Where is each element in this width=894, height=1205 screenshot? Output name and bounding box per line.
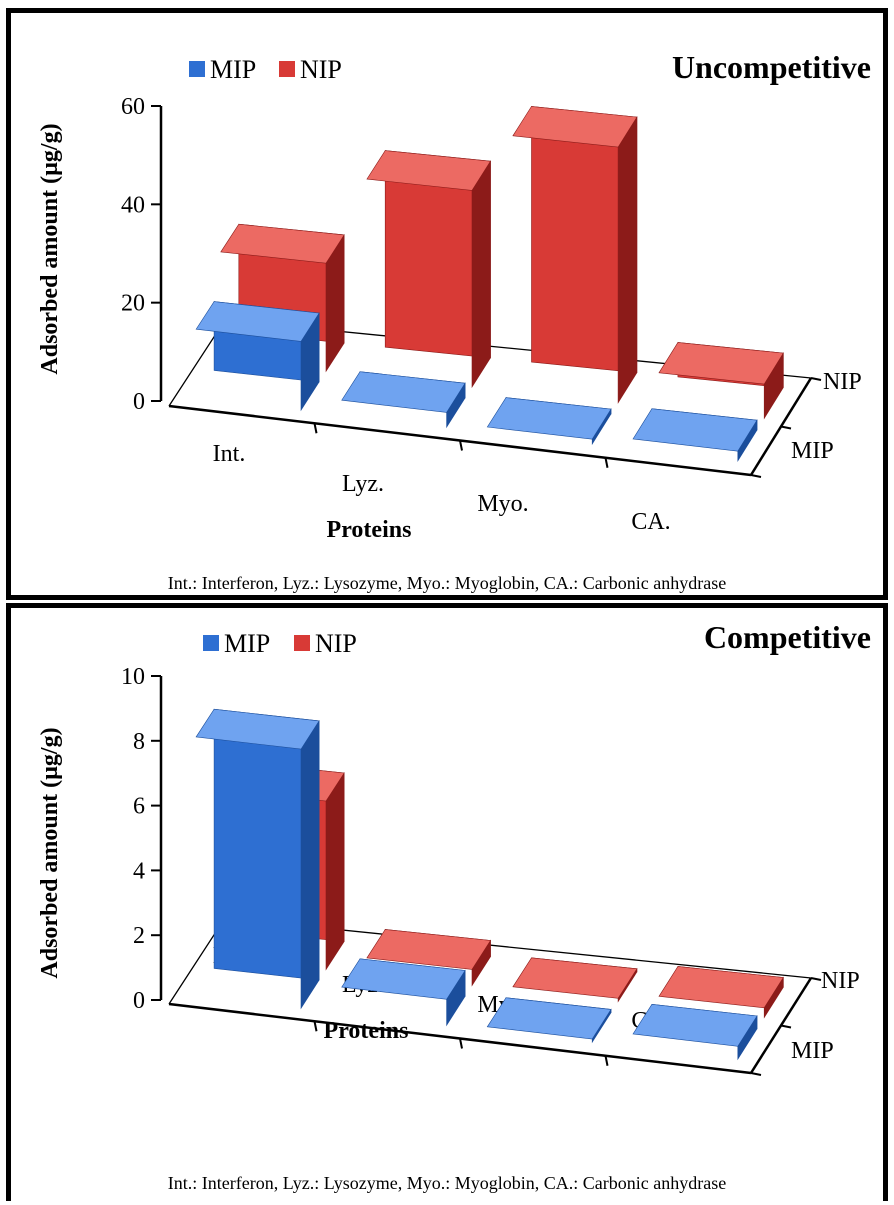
y-axis-label: Adsorbed amount (µg/g) [37, 727, 63, 978]
chart-svg-uncompetitive: Uncompetitive MIP NIP Adsorbed amount (µ… [37, 49, 871, 543]
y-tick-label: 8 [133, 729, 145, 755]
x-tick-mark [313, 423, 318, 434]
bar-mip [486, 397, 612, 446]
x-tick-mark [604, 1055, 609, 1066]
depth-axis-label: MIP [791, 438, 834, 464]
bar-nip [658, 342, 784, 420]
bar-mip [632, 408, 758, 463]
bar-mip [341, 371, 466, 429]
x-tick-mark [459, 1038, 463, 1049]
y-tick-label: 2 [133, 923, 145, 949]
legend-label-nip: NIP [315, 629, 357, 658]
plot-area: 0 20 40 60 Int. Lyz. Myo. CA. NIP MIP [121, 94, 862, 535]
y-tick-label: 20 [121, 291, 145, 317]
chart-svg-competitive: Competitive MIP NIP Adsorbed amount (µg/… [37, 619, 871, 1076]
chart-panel-uncompetitive: Uncompetitive MIP NIP Adsorbed amount (µ… [6, 8, 888, 600]
bar-nip [658, 966, 784, 1019]
y-axis-label: Adsorbed amount (µg/g) [37, 123, 63, 374]
bar-mip [632, 1003, 758, 1061]
x-category-label: Myo. [477, 491, 528, 517]
depth-tick-mark [780, 425, 792, 430]
legend-label-mip: MIP [224, 629, 270, 658]
depth-tick-mark [810, 977, 822, 981]
bar-mip [486, 997, 612, 1044]
y-tick-label: 0 [133, 988, 145, 1014]
chart-title: Uncompetitive [672, 49, 871, 85]
y-tick-label: 60 [121, 94, 145, 120]
depth-axis-label: NIP [821, 968, 860, 994]
x-category-label: CA. [631, 509, 670, 535]
chart-panel-competitive: Competitive MIP NIP Adsorbed amount (µg/… [6, 603, 888, 1201]
y-tick-label: 40 [121, 192, 145, 218]
chart-title: Competitive [704, 619, 871, 655]
x-tick-mark [459, 440, 463, 451]
bar-nip [512, 106, 638, 404]
y-tick-label: 4 [133, 858, 145, 884]
x-tick-mark [313, 1021, 318, 1032]
x-axis-label: Proteins [327, 517, 412, 543]
depth-axis-label: MIP [791, 1038, 834, 1064]
legend-swatch-nip [294, 635, 310, 651]
chart-caption: Int.: Interferon, Lyz.: Lysozyme, Myo.: … [167, 573, 727, 593]
depth-tick-mark [750, 1072, 762, 1076]
depth-tick-mark [750, 474, 762, 478]
legend-swatch-nip [279, 61, 295, 77]
bar-mip [195, 301, 320, 412]
legend-label-mip: MIP [210, 55, 256, 84]
x-category-label: Lyz. [342, 471, 384, 497]
y-tick-label: 10 [121, 664, 145, 690]
depth-tick-mark [810, 377, 822, 381]
chart-caption: Int.: Interferon, Lyz.: Lysozyme, Myo.: … [167, 1173, 727, 1193]
y-tick-label: 6 [133, 794, 145, 820]
bar-mip [341, 958, 466, 1027]
x-category-label: Int. [213, 441, 246, 467]
depth-axis-label: NIP [823, 369, 862, 395]
bar-nip [366, 929, 492, 987]
y-tick-label: 0 [133, 389, 145, 415]
x-tick-mark [604, 457, 609, 468]
legend-label-nip: NIP [300, 55, 342, 84]
legend-swatch-mip [203, 635, 219, 651]
bar-nip [512, 957, 638, 1003]
bar-mip [195, 708, 320, 1010]
depth-tick-mark [780, 1024, 792, 1029]
bar-nip [366, 150, 492, 389]
legend-swatch-mip [189, 61, 205, 77]
